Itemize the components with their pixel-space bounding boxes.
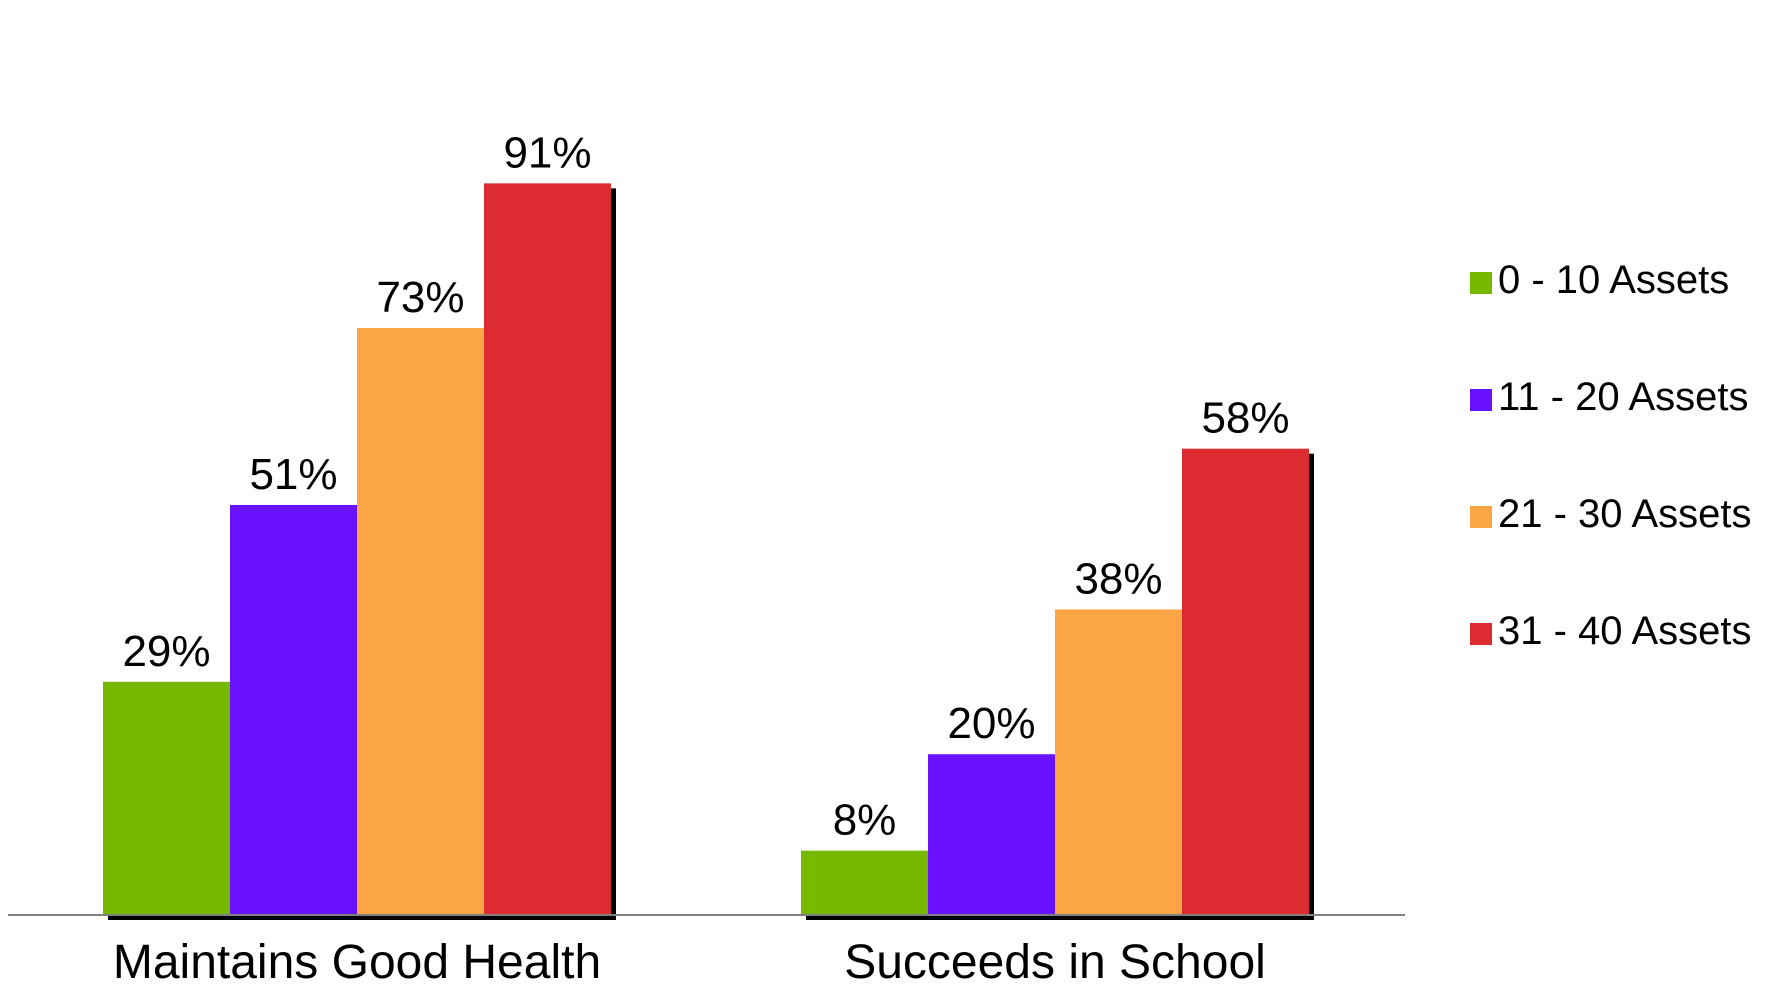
- value-label-maintains-good-health-0-10-assets: 29%: [122, 627, 210, 676]
- value-label-maintains-good-health-11-20-assets: 51%: [249, 450, 337, 499]
- bar-shadow-succeeds-in-school: [1309, 453, 1314, 920]
- legend-item-31-40-assets: 31 - 40 Assets: [1470, 609, 1751, 653]
- category-labels: Maintains Good Health Succeeds in School: [113, 936, 1266, 987]
- legend-swatch-31-40-assets: [1470, 623, 1492, 645]
- legend-label-21-30-assets: 21 - 30 Assets: [1498, 492, 1751, 536]
- bar-maintains-good-health-0-10-assets: [103, 681, 230, 915]
- value-labels: 29% 51% 73% 91% 8% 20% 38% 58%: [122, 128, 1289, 844]
- bar-shadow-base-maintains-good-health: [108, 915, 616, 920]
- legend-swatch-0-10-assets: [1470, 272, 1492, 294]
- legend-item-11-20-assets: 11 - 20 Assets: [1470, 375, 1749, 419]
- bar-succeeds-in-school-21-30-assets: [1055, 609, 1182, 915]
- bar-maintains-good-health-21-30-assets: [357, 328, 484, 916]
- legend-item-21-30-assets: 21 - 30 Assets: [1470, 492, 1751, 536]
- value-label-maintains-good-health-21-30-assets: 73%: [376, 273, 464, 322]
- bar-succeeds-in-school-11-20-assets: [928, 754, 1055, 915]
- bar-maintains-good-health-11-20-assets: [230, 504, 357, 915]
- value-label-succeeds-in-school-31-40-assets: 58%: [1201, 394, 1289, 443]
- bar-shadow-base-succeeds-in-school: [806, 915, 1314, 920]
- value-label-maintains-good-health-31-40-assets: 91%: [503, 128, 591, 177]
- legend: 0 - 10 Assets 11 - 20 Assets 21 - 30 Asset…: [1470, 258, 1751, 653]
- value-label-succeeds-in-school-11-20-assets: 20%: [947, 699, 1035, 748]
- legend-swatch-11-20-assets: [1470, 389, 1492, 411]
- legend-label-0-10-assets: 0 - 10 Assets: [1498, 258, 1729, 302]
- bar-succeeds-in-school-0-10-assets: [801, 850, 928, 915]
- legend-item-0-10-assets: 0 - 10 Assets: [1470, 258, 1729, 302]
- category-label-maintains-good-health: Maintains Good Health: [113, 936, 601, 987]
- bars-layer: [103, 183, 1314, 921]
- legend-label-11-20-assets: 11 - 20 Assets: [1498, 375, 1749, 419]
- legend-swatch-21-30-assets: [1470, 506, 1492, 528]
- value-label-succeeds-in-school-21-30-assets: 38%: [1074, 554, 1162, 603]
- category-label-succeeds-in-school: Succeeds in School: [844, 936, 1266, 987]
- bar-shadow-maintains-good-health: [611, 188, 616, 921]
- legend-label-31-40-assets: 31 - 40 Assets: [1498, 609, 1751, 653]
- bar-maintains-good-health-31-40-assets: [484, 183, 611, 916]
- value-label-succeeds-in-school-0-10-assets: 8%: [833, 796, 897, 845]
- bar-succeeds-in-school-31-40-assets: [1182, 448, 1309, 915]
